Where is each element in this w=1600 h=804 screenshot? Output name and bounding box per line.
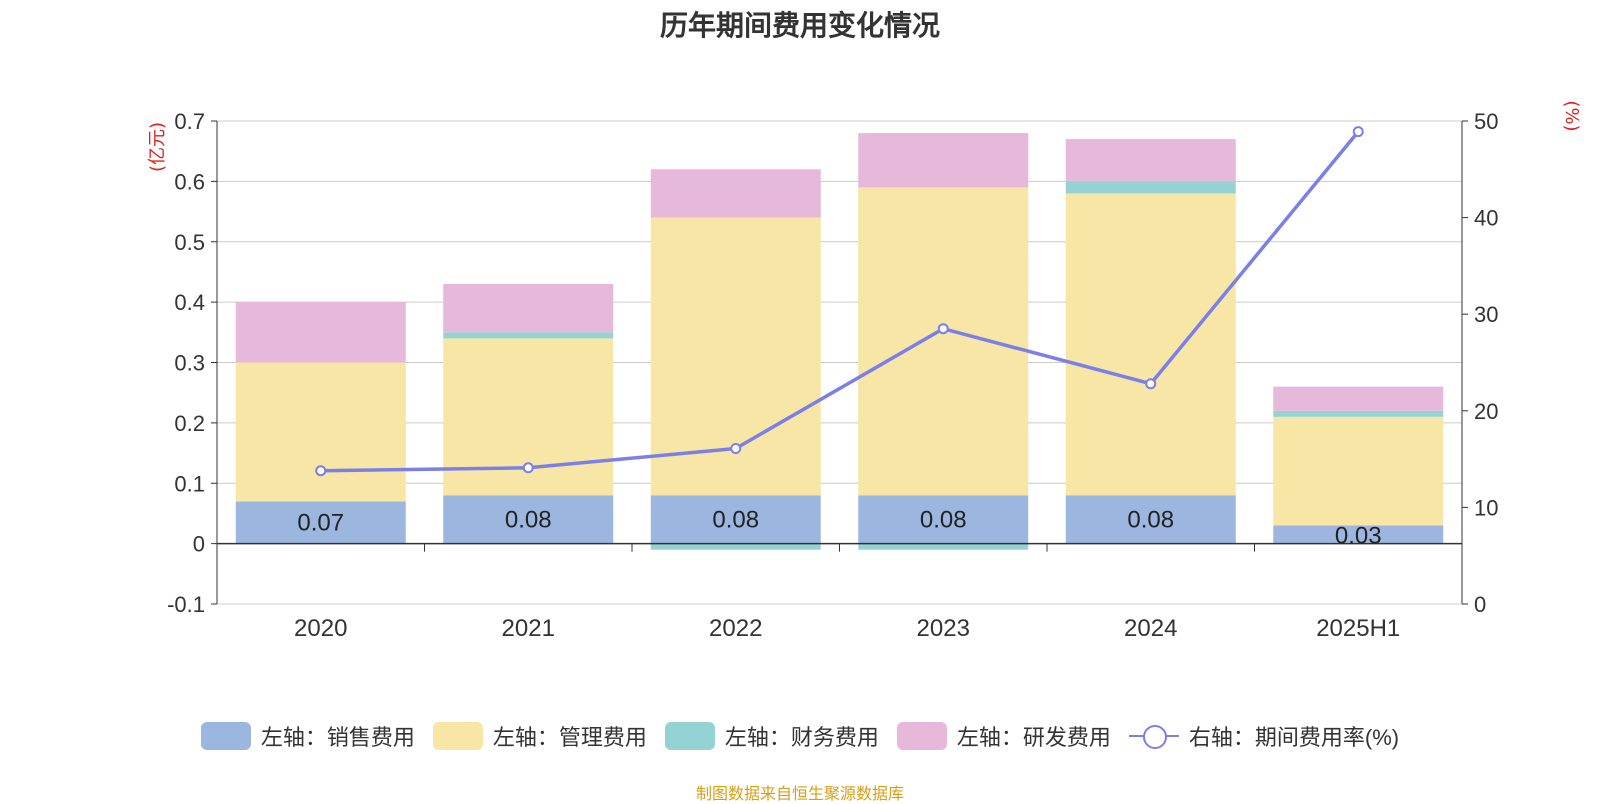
legend-label-sales: 左轴：销售费用 xyxy=(260,725,415,750)
category-label: 2025H1 xyxy=(1316,615,1400,642)
legend-item-admin[interactable]: 左轴：管理费用 xyxy=(432,720,647,752)
source-footer: 制图数据来自恒生聚源数据库 xyxy=(695,786,904,803)
left-tick-label: 0.2 xyxy=(174,411,205,436)
legend-item-sales[interactable]: 左轴：销售费用 xyxy=(200,720,415,752)
left-tick-label: 0.1 xyxy=(174,471,205,496)
bar-1-2025H1 xyxy=(1273,416,1444,526)
sales-data-label: 0.08 xyxy=(505,506,552,533)
bar-3-2022 xyxy=(650,169,821,218)
left-tick-label: 0.5 xyxy=(174,230,205,255)
rate-point-2025H1 xyxy=(1352,126,1364,138)
rate-point-2023 xyxy=(937,323,949,335)
bar-1-2020 xyxy=(235,362,406,502)
legend-item-finance[interactable]: 左轴：财务费用 xyxy=(664,720,879,752)
left-axis-unit: (亿元) xyxy=(147,122,168,172)
bar-0-2025H1 xyxy=(1273,525,1444,544)
bar-3-2023 xyxy=(858,133,1029,188)
category-label: 2024 xyxy=(1124,615,1177,642)
bar-3-2020 xyxy=(235,302,406,363)
right-tick-label: 0 xyxy=(1474,592,1486,617)
bar-2-2024 xyxy=(1065,181,1236,194)
category-label: 2020 xyxy=(294,615,347,642)
legend-label-finance: 左轴：财务费用 xyxy=(724,725,879,750)
bar-0-2023 xyxy=(858,495,1029,544)
bar-0-2021 xyxy=(443,495,614,544)
bar-2-2021 xyxy=(443,332,614,339)
left-tick-label: 0.6 xyxy=(174,169,205,194)
bar-2-2022 xyxy=(650,543,821,550)
legend-item-rate[interactable]: 右轴：期间费用率(%) xyxy=(1128,720,1400,752)
bar-3-2025H1 xyxy=(1273,386,1444,411)
sales-data-label: 0.07 xyxy=(297,509,344,536)
bar-0-2020 xyxy=(235,501,406,544)
bar-3-2021 xyxy=(443,284,614,333)
bar-3-2024 xyxy=(1065,139,1236,182)
bar-0-2024 xyxy=(1065,495,1236,544)
legend-swatch-admin xyxy=(432,722,483,750)
legend-label-rate: 右轴：期间费用率(%) xyxy=(1188,725,1400,750)
sales-data-label: 0.08 xyxy=(712,506,759,533)
bar-0-2022 xyxy=(650,495,821,544)
left-tick-label: 0.3 xyxy=(174,351,205,376)
sales-data-label: 0.08 xyxy=(920,506,967,533)
right-tick-label: 10 xyxy=(1474,495,1498,520)
left-tick-label: 0.4 xyxy=(174,290,205,315)
bar-2-2025H1 xyxy=(1273,410,1444,417)
right-axis-unit: (%) xyxy=(1561,100,1582,131)
rate-line xyxy=(320,130,1360,473)
right-tick-label: 40 xyxy=(1474,206,1498,231)
sales-data-label: 0.08 xyxy=(1127,506,1174,533)
right-tick-label: 30 xyxy=(1474,302,1498,327)
category-label: 2023 xyxy=(917,615,970,642)
legend-swatch-finance xyxy=(664,722,715,750)
rate-point-2020 xyxy=(315,465,327,477)
legend-label-admin: 左轴：管理费用 xyxy=(492,725,647,750)
left-tick-label: 0.7 xyxy=(174,109,205,134)
legend-label-rd: 左轴：研发费用 xyxy=(956,725,1111,750)
left-tick-label: 0 xyxy=(193,532,205,557)
legend-swatch-rd xyxy=(896,722,947,750)
bar-1-2023 xyxy=(858,187,1029,496)
left-tick-label: -0.1 xyxy=(167,592,205,617)
chart-title: 历年期间费用变化情况 xyxy=(659,10,940,41)
right-tick-label: 50 xyxy=(1474,109,1498,134)
chart-canvas: -0.1 0 0.1 0.2 0.3 0.4 0.5 0.6 0.7 0 10 20 30 40 50 (亿元… xyxy=(147,100,1582,642)
sales-data-label: 0.03 xyxy=(1335,523,1382,550)
category-label: 2021 xyxy=(502,615,555,642)
category-label: 2022 xyxy=(709,615,762,642)
rate-point-2021 xyxy=(522,462,534,474)
right-tick-label: 20 xyxy=(1474,399,1498,424)
legend: 左轴：销售费用 左轴：管理费用 左轴：财务费用 左轴：研发费用 右轴：期间费用率… xyxy=(0,720,1600,752)
bar-2-2023 xyxy=(858,543,1029,550)
legend-swatch-rate xyxy=(1128,722,1179,750)
bar-1-2024 xyxy=(1065,193,1236,496)
rate-point-2024 xyxy=(1145,378,1157,390)
legend-item-rd[interactable]: 左轴：研发费用 xyxy=(896,720,1111,752)
rate-point-2022 xyxy=(730,442,742,454)
legend-swatch-sales xyxy=(200,722,251,750)
